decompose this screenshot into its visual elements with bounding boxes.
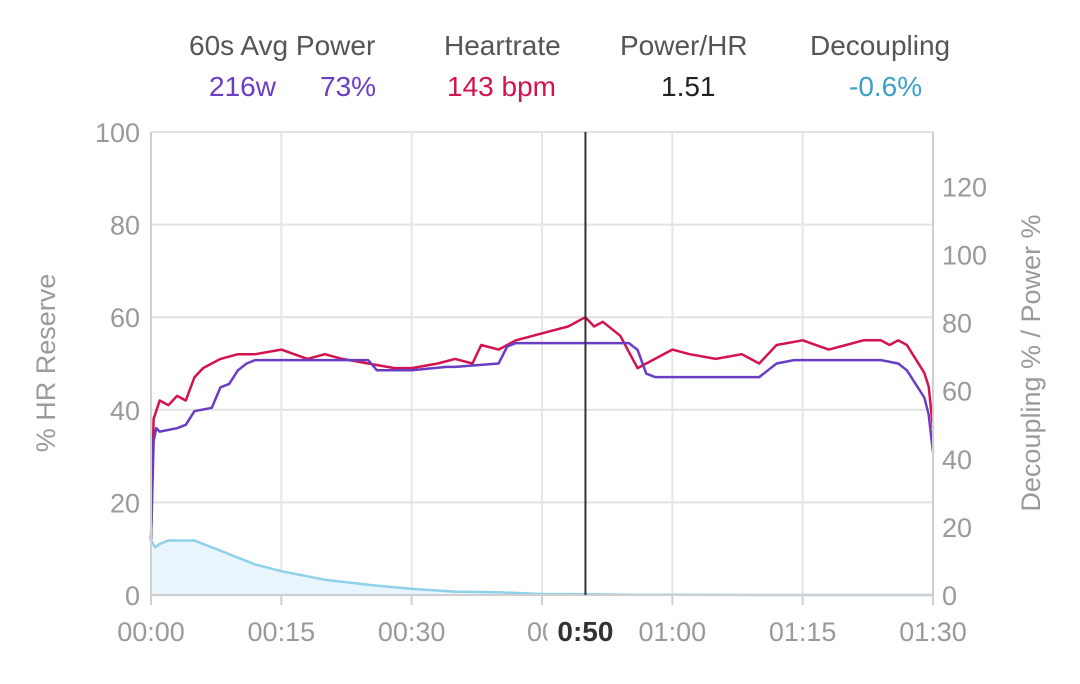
tick-labels: 0 20 40 60 80 100 0 20 40 60 80 100 120 00:00 00:15 00:… — [95, 118, 987, 647]
metric-powerhr-value: 1.51 — [661, 71, 716, 102]
x-tick-label: 01:30 — [899, 617, 967, 647]
x-tick-label: 00:15 — [248, 617, 316, 647]
metric-powerhr-label: Power/HR — [620, 30, 748, 61]
y-left-tick-label: 100 — [95, 118, 140, 148]
x-tick-label: 01:00 — [639, 617, 707, 647]
y-left-tick-label: 0 — [125, 581, 140, 611]
metric-decoupling-label: Decoupling — [810, 30, 951, 61]
y-axis-left-title: % HR Reserve — [31, 274, 61, 453]
y-right-tick-label: 40 — [942, 445, 972, 475]
metric-heartrate-value: 143 bpm — [447, 71, 556, 102]
y-left-tick-label: 80 — [110, 211, 140, 241]
y-left-tick-label: 20 — [110, 488, 140, 518]
y-right-tick-label: 60 — [942, 377, 972, 407]
y-left-tick-label: 60 — [110, 303, 140, 333]
y-right-tick-label: 100 — [942, 241, 987, 271]
metric-power-label: 60s Avg Power — [189, 30, 376, 61]
cursor-label: 0:50 — [557, 616, 613, 647]
x-tick-label: 00:30 — [378, 617, 446, 647]
x-tick-label: 00:00 — [117, 617, 185, 647]
axes — [150, 132, 934, 605]
series-line-heartrate — [149, 315, 935, 540]
metric-power-percent: 73% — [320, 71, 377, 102]
y-right-tick-label: 0 — [942, 581, 957, 611]
series-area-decoupling — [151, 540, 933, 595]
metric-decoupling-value: -0.6% — [849, 71, 923, 102]
y-right-tick-label: 80 — [942, 309, 972, 339]
decoupling-area — [151, 540, 933, 595]
cursor[interactable]: 0:50 — [547, 132, 624, 650]
x-tick-label: 01:15 — [769, 617, 837, 647]
metric-heartrate-label: Heartrate — [444, 30, 561, 61]
series-line-60s-avg-power — [149, 341, 935, 541]
y-left-tick-label: 40 — [110, 396, 140, 426]
cursor-label-bg — [547, 612, 624, 650]
y-right-tick-label: 120 — [942, 172, 987, 202]
metric-power-watts: 216w — [209, 71, 276, 102]
y-right-tick-label: 20 — [942, 513, 972, 543]
y-axis-right-title: Decoupling % / Power % — [1016, 214, 1046, 511]
grid — [150, 131, 934, 596]
